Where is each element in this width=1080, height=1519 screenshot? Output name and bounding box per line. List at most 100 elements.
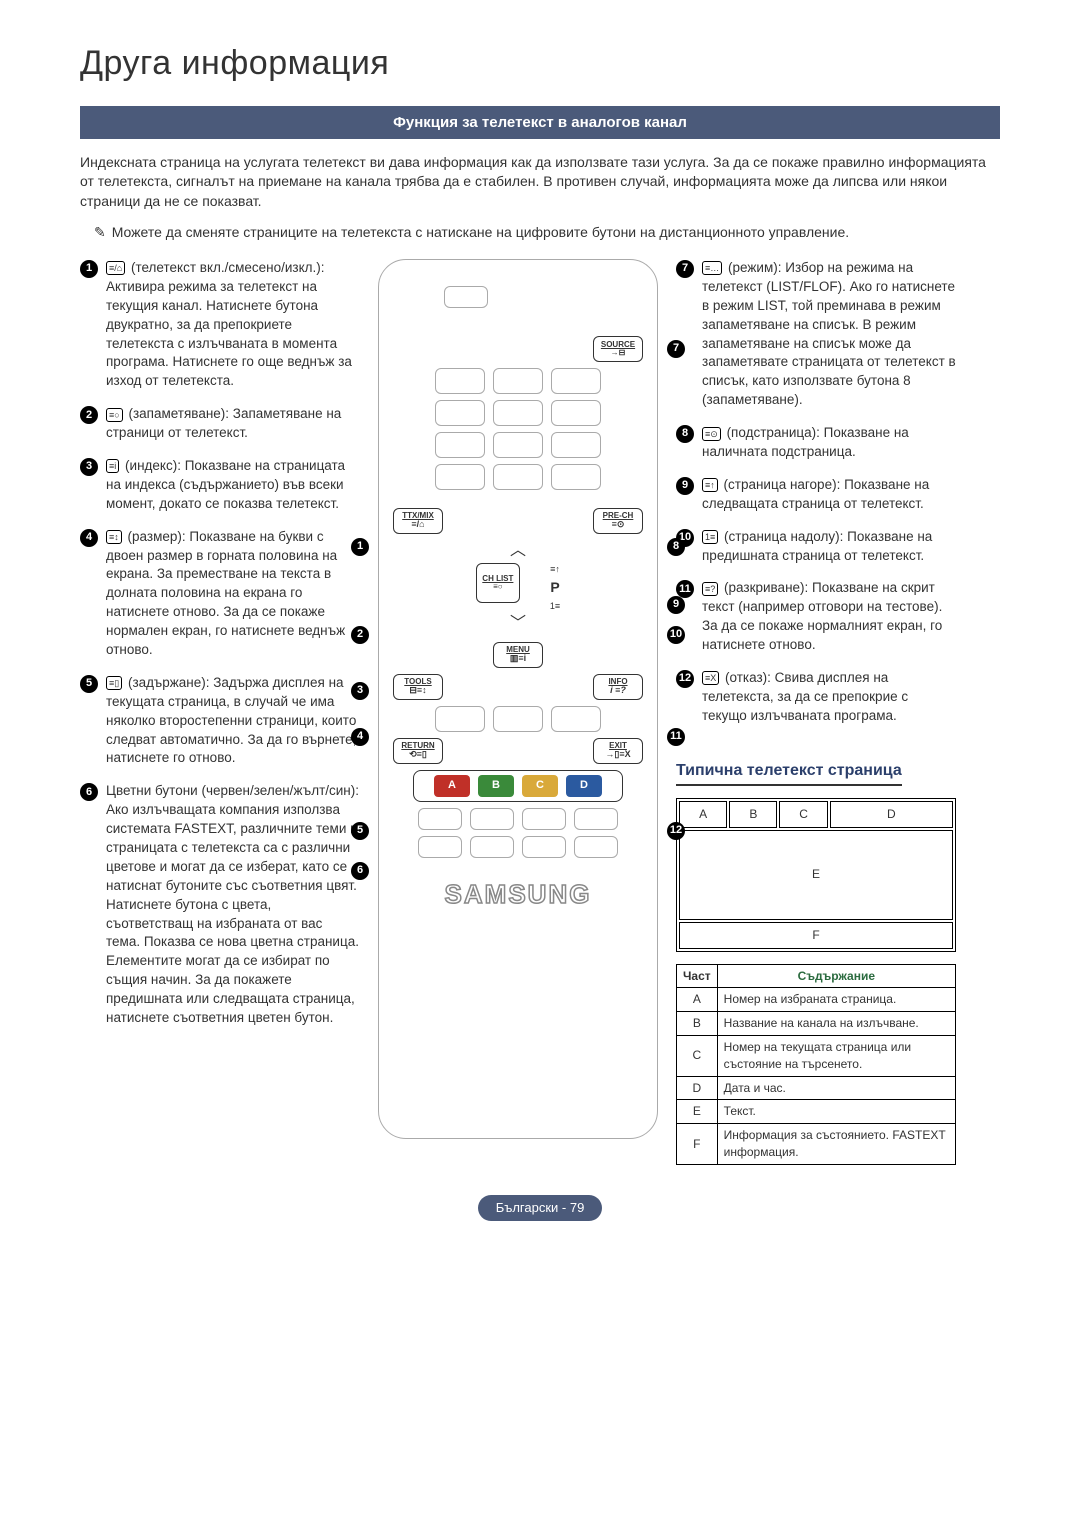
callout-8: 8	[667, 538, 685, 556]
ttx-cell-C: C	[779, 801, 827, 828]
numpad-3	[393, 432, 643, 458]
extra-row-2	[393, 836, 643, 858]
left-column: 1 ≡/⌂ (телетекст вкл./смесено/изкл.): Ак…	[80, 259, 360, 1042]
up-icon[interactable]: ︿	[510, 540, 526, 562]
extra-button[interactable]	[418, 836, 462, 858]
num-button[interactable]	[551, 400, 601, 426]
badge-2: 2	[80, 406, 98, 424]
item-8-text: (подстраница): Показване на наличната по…	[702, 425, 909, 459]
blank-button[interactable]	[444, 286, 488, 308]
parts-head-content: Съдържание	[717, 964, 955, 988]
part-F: F	[677, 1124, 718, 1165]
yellow-button[interactable]: C	[522, 775, 558, 797]
item-11-text: (разкриване): Показване на скрит текст (…	[702, 580, 942, 652]
color-row: A B C D	[413, 770, 623, 802]
item-1: 1 ≡/⌂ (телетекст вкл./смесено/изкл.): Ак…	[80, 259, 360, 391]
source-button[interactable]: SOURCE →⊟	[593, 336, 643, 362]
item-1-text: (телетекст вкл./смесено/изкл.): Активира…	[106, 260, 352, 388]
extra-button[interactable]	[470, 836, 514, 858]
numpad-1	[393, 368, 643, 394]
ttxmix-button[interactable]: TTX/MIX≡/⌂	[393, 508, 443, 534]
callout-12: 12	[667, 822, 685, 840]
num-button[interactable]	[493, 400, 543, 426]
ttx-cell-A: A	[679, 801, 727, 828]
prech-button[interactable]: PRE-CH≡⊙	[593, 508, 643, 534]
nav-button[interactable]	[551, 706, 601, 732]
item-9-text: (страница нагоре): Показване на следваща…	[702, 477, 929, 511]
extra-button[interactable]	[522, 836, 566, 858]
note-row: ✎ Можете да сменяте страниците на телете…	[80, 223, 1000, 243]
extra-button[interactable]	[418, 808, 462, 830]
menu-button[interactable]: MENU▥≡i	[493, 642, 543, 668]
part-E: E	[677, 1100, 718, 1124]
num-button[interactable]	[551, 464, 601, 490]
num-button[interactable]	[493, 464, 543, 490]
num-button[interactable]	[435, 432, 485, 458]
num-button[interactable]	[493, 368, 543, 394]
callout-3: 3	[351, 682, 369, 700]
num-button[interactable]	[551, 368, 601, 394]
return-icon: ⟲≡▯	[409, 750, 427, 759]
green-button[interactable]: B	[478, 775, 514, 797]
tools-button[interactable]: TOOLS⊟≡↕	[393, 674, 443, 700]
item-4: 4 ≡↕ (размер): Показване на букви с двое…	[80, 528, 360, 660]
extra-button[interactable]	[574, 808, 618, 830]
tools-icon: ⊟≡↕	[409, 686, 426, 695]
item-11: 11 ≡? (разкриване): Показване на скрит т…	[676, 579, 956, 655]
info-button[interactable]: INFOi ≡?	[593, 674, 643, 700]
part-C-content: Номер на текущата страница или състояние…	[717, 1036, 955, 1077]
num-button[interactable]	[435, 464, 485, 490]
item-4-text: (размер): Показване на букви с двоен раз…	[106, 529, 345, 657]
num-button[interactable]	[551, 432, 601, 458]
callout-5: 5	[351, 822, 369, 840]
nav-button[interactable]	[493, 706, 543, 732]
num-button[interactable]	[435, 400, 485, 426]
p-up-icon[interactable]: ≡↑	[550, 563, 560, 576]
nav-row	[393, 706, 643, 732]
p-down-icon[interactable]: 1≡	[550, 600, 560, 613]
section-bar: Функция за телетекст в аналогов канал	[80, 106, 1000, 139]
return-button[interactable]: RETURN⟲≡▯	[393, 738, 443, 764]
extra-row-1	[393, 808, 643, 830]
item-8: 8 ≡⊙ (подстраница): Показване на налична…	[676, 424, 956, 462]
parts-head-part: Част	[677, 964, 718, 988]
intro-paragraph: Индексната страница на услугата телетекс…	[80, 153, 1000, 212]
red-button[interactable]: A	[434, 775, 470, 797]
ttx-prech-row: TTX/MIX≡/⌂ PRE-CH≡⊙	[393, 508, 643, 534]
mode-icon: ≡…	[702, 261, 722, 275]
p-label: P	[550, 578, 559, 598]
badge-8: 8	[676, 425, 694, 443]
cancel-icon: ≡X	[702, 671, 719, 685]
footer-page-number: Български - 79	[478, 1195, 603, 1221]
remote-control: 1 2 3 4 5 6 7 8 9 10 11 12 SOURCE →⊟	[378, 259, 658, 1139]
nav-button[interactable]	[435, 706, 485, 732]
source-sub-icon: →⊟	[611, 349, 626, 357]
extra-button[interactable]	[574, 836, 618, 858]
extra-button[interactable]	[522, 808, 566, 830]
tools-info-row: TOOLS⊟≡↕ INFOi ≡?	[393, 674, 643, 700]
part-D: D	[677, 1076, 718, 1100]
extra-button[interactable]	[470, 808, 514, 830]
down-icon[interactable]: ﹀	[510, 613, 526, 635]
ttxmix-icon: ≡/⌂	[411, 520, 424, 529]
part-F-content: Информация за състоянието. FASTEXT инфор…	[717, 1124, 955, 1165]
main-columns: 1 ≡/⌂ (телетекст вкл./смесено/изкл.): Ак…	[80, 259, 1000, 1165]
prech-icon: ≡⊙	[612, 520, 625, 529]
num-button[interactable]	[493, 432, 543, 458]
ttx-cell-F: F	[679, 922, 953, 949]
exit-button[interactable]: EXIT→▯≡X	[593, 738, 643, 764]
ttx-cell-B: B	[729, 801, 777, 828]
item-2: 2 ≡○ (запаметяване): Запаметяване на стр…	[80, 405, 360, 443]
item-2-text: (запаметяване): Запаметяване на страници…	[106, 406, 341, 440]
blue-button[interactable]: D	[566, 775, 602, 797]
note-text: Можете да сменяте страниците на телетекс…	[112, 223, 849, 243]
ttx-layout-diagram: A B C D E F	[676, 798, 956, 952]
item-3: 3 ≡i (индекс): Показване на страницата н…	[80, 457, 360, 514]
reveal-icon: ≡?	[702, 582, 718, 596]
chlist-button[interactable]: CH LIST≡○	[476, 563, 520, 603]
source-row: SOURCE →⊟	[393, 336, 643, 362]
item-6-text: Цветни бутони (червен/зелен/жълт/син): А…	[106, 783, 359, 1025]
num-button[interactable]	[435, 368, 485, 394]
item-10: 10 1≡ (страница надолу): Показване на пр…	[676, 528, 956, 566]
info-icon: i ≡?	[610, 686, 626, 695]
